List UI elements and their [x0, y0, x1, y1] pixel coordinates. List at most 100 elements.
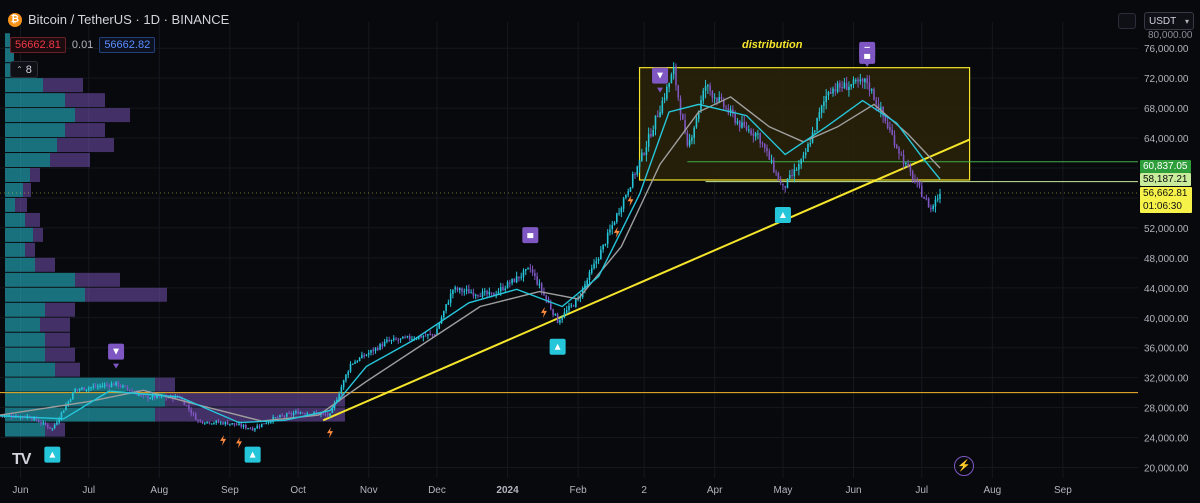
candle-body [593, 263, 595, 269]
volume-profile-up-bar [5, 33, 10, 48]
time-tick-label: Nov [360, 485, 378, 496]
candle-body [97, 386, 99, 388]
volume-profile-up-bar [5, 168, 30, 182]
volume-profile-up-bar [5, 392, 165, 407]
candle-body [584, 284, 586, 289]
time-tick-label: Jun [12, 485, 28, 496]
volume-profile-up-bar [5, 377, 155, 392]
volume-profile-down-bar [45, 422, 65, 437]
candle-body [654, 115, 657, 130]
candle-body [72, 392, 74, 400]
candle-body [479, 296, 482, 298]
candle-body [115, 381, 117, 386]
candle-body [267, 421, 270, 424]
candle-body [53, 424, 56, 429]
candle-body [543, 291, 545, 295]
candle-body [652, 130, 655, 137]
candle-body [356, 361, 359, 363]
currency-label: USDT [1149, 15, 1177, 27]
candle-body [636, 166, 639, 175]
currency-select[interactable]: USDT ▾ [1144, 12, 1194, 30]
candle-body [552, 309, 554, 315]
candle-body [807, 143, 809, 153]
candle-body [509, 282, 511, 284]
candle-body [713, 97, 716, 99]
time-tick-label: Oct [290, 485, 306, 496]
volume-profile-up-bar [5, 108, 75, 123]
candle-body [377, 347, 379, 350]
candle-body [575, 299, 577, 307]
candle-body [122, 385, 124, 388]
candle-body [870, 88, 873, 91]
tradingview-logo[interactable]: TV [12, 451, 31, 468]
candle-body [693, 127, 695, 138]
volume-profile-up-bar [5, 197, 15, 212]
candle-body [488, 291, 491, 295]
spread-value: 0.01 [71, 39, 94, 51]
screenshot-icon[interactable] [1118, 13, 1136, 29]
volume-profile-down-bar [65, 93, 105, 108]
candle-body [911, 171, 914, 181]
candle-body [725, 107, 727, 109]
candle-body [745, 125, 748, 131]
candle-body [866, 78, 868, 84]
candle-body [37, 420, 40, 423]
candle-body [374, 347, 377, 351]
candle-body [645, 147, 648, 155]
symbol-title[interactable]: Bitcoin / TetherUS · 1D · BINANCE [28, 12, 230, 27]
candle-body [85, 389, 88, 391]
candle-body [188, 405, 190, 410]
volume-profile-down-bar [45, 302, 75, 317]
candle-body [864, 78, 866, 83]
candle-body [907, 163, 909, 167]
candle-body [720, 96, 723, 99]
candle-body [711, 91, 714, 98]
buy-button[interactable]: 56662.82 [99, 37, 156, 53]
candle-body [206, 421, 208, 423]
sell-button[interactable]: 56662.81 [10, 37, 66, 53]
candle-body [354, 361, 356, 365]
candle-body [925, 198, 928, 200]
lightning-icon[interactable]: ⚡ [954, 456, 974, 476]
indicators-toggle[interactable]: ⌃ 8 [10, 61, 38, 78]
candle-body [675, 66, 677, 86]
candle-body [520, 276, 523, 278]
candle-body [140, 394, 142, 396]
candle-body [438, 323, 441, 329]
volume-profile-up-bar [5, 138, 57, 153]
candle-body [402, 336, 404, 339]
candle-body [370, 350, 372, 353]
candle-body [92, 386, 95, 388]
candle-body [103, 384, 106, 387]
candle-body [470, 292, 472, 294]
candle-body [895, 144, 898, 149]
candle-body [534, 273, 536, 277]
candle-body [661, 100, 664, 113]
candle-body [695, 118, 698, 128]
candle-body [859, 79, 862, 82]
triangle-up-icon [249, 451, 256, 458]
candle-body [40, 422, 42, 424]
candle-body [245, 424, 247, 429]
candle-body [798, 163, 800, 170]
candle-body [827, 92, 830, 96]
volume-profile-down-bar [75, 108, 130, 123]
candle-body [832, 88, 834, 94]
candle-body [877, 104, 880, 111]
candle-body [718, 97, 721, 102]
candle-body [545, 295, 548, 300]
volume-profile-up-bar [5, 48, 14, 63]
volume-profile-up-bar [5, 212, 25, 227]
volume-profile-up-bar [5, 422, 45, 437]
candle-body [381, 344, 384, 347]
candle-body [49, 426, 51, 429]
candle-body [791, 175, 793, 177]
candle-body [615, 213, 618, 223]
candle-body [392, 338, 395, 341]
volume-profile-up-bar [5, 287, 85, 302]
candle-body [850, 84, 853, 87]
candle-body [340, 386, 343, 395]
candle-body [768, 151, 771, 160]
candle-body [570, 305, 573, 307]
